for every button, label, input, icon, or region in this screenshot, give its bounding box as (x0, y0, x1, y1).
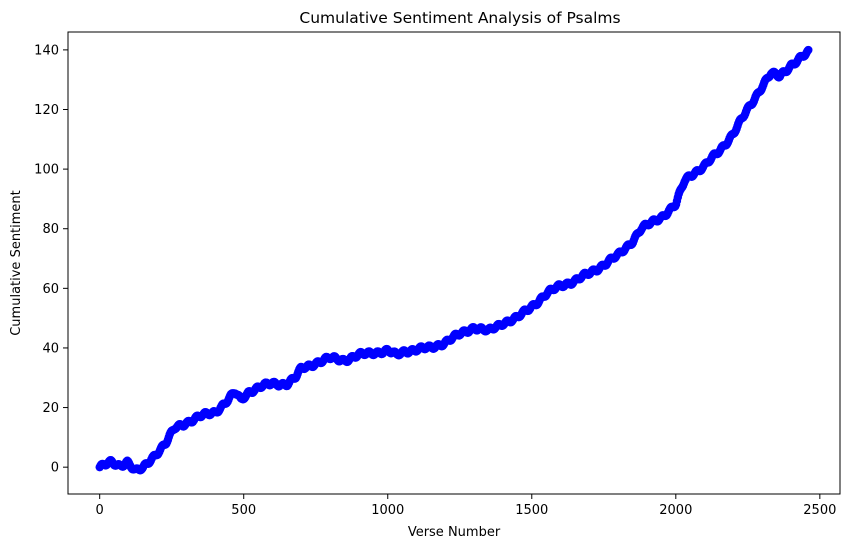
x-tick-label: 2500 (803, 503, 836, 518)
chart-title: Cumulative Sentiment Analysis of Psalms (299, 9, 620, 27)
y-tick-label: 0 (51, 461, 59, 476)
x-tick-label: 1000 (371, 503, 404, 518)
x-tick-label: 500 (231, 503, 256, 518)
x-tick-label: 2000 (659, 503, 692, 518)
plot-frame (67, 31, 841, 495)
y-tick-label: 80 (42, 222, 59, 237)
data-point (804, 45, 813, 55)
y-tick-label: 40 (42, 341, 59, 356)
y-tick-label: 120 (34, 103, 59, 118)
y-tick-label: 20 (42, 401, 59, 416)
y-axis-label: Cumulative Sentiment (9, 190, 24, 336)
data-points (95, 45, 813, 475)
y-axis: 0 20 40 60 80 100 120 140 (34, 43, 68, 476)
y-tick-label: 140 (34, 43, 59, 58)
x-tick-label: 1500 (515, 503, 548, 518)
x-tick-label: 0 (96, 503, 104, 518)
y-tick-label: 100 (34, 163, 59, 178)
y-tick-label: 60 (42, 282, 59, 297)
x-axis-label: Verse Number (408, 525, 501, 540)
x-axis: 0 500 1000 1500 2000 2500 (96, 494, 836, 518)
